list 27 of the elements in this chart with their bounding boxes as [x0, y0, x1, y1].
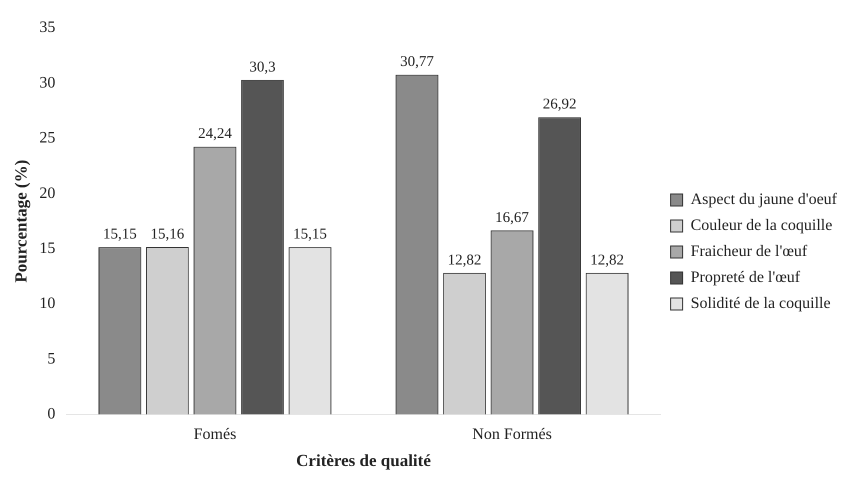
legend-label: Aspect du jaune d'oeuf — [690, 191, 838, 208]
data-label: 30,77 — [400, 54, 434, 70]
data-label: 15,15 — [293, 226, 327, 243]
y-tick-label: 0 — [47, 406, 56, 423]
data-label: 24,24 — [198, 126, 232, 142]
legend-label: Couleur de la coquille — [690, 217, 832, 234]
y-tick-label: 5 — [47, 350, 56, 368]
x-axis-title: Critères de qualité — [296, 451, 432, 470]
x-tick-label: Non Formés — [472, 426, 552, 444]
legend-label: Propreté de l'œuf — [690, 269, 801, 286]
y-tick-label: 35 — [39, 19, 56, 36]
legend-label: Solidité de la coquille — [690, 295, 831, 312]
data-label: 12,82 — [590, 252, 624, 268]
y-tick-label: 30 — [39, 74, 56, 92]
y-axis-title: Pourcentage (%) — [12, 160, 31, 283]
x-tick-label: Fomés — [194, 426, 236, 444]
data-label: 12,82 — [448, 252, 482, 268]
data-label: 15,15 — [103, 226, 137, 243]
data-label: 26,92 — [542, 96, 576, 113]
data-label: 16,67 — [495, 210, 530, 226]
y-tick-label: 15 — [39, 240, 56, 258]
y-tick-label: 25 — [39, 130, 56, 147]
data-label: 30,3 — [249, 59, 276, 76]
y-tick-label: 10 — [39, 295, 56, 312]
data-label: 15,16 — [150, 226, 185, 242]
y-tick-label: 20 — [39, 184, 56, 202]
legend-label: Fraicheur de l'œuf — [690, 243, 808, 260]
